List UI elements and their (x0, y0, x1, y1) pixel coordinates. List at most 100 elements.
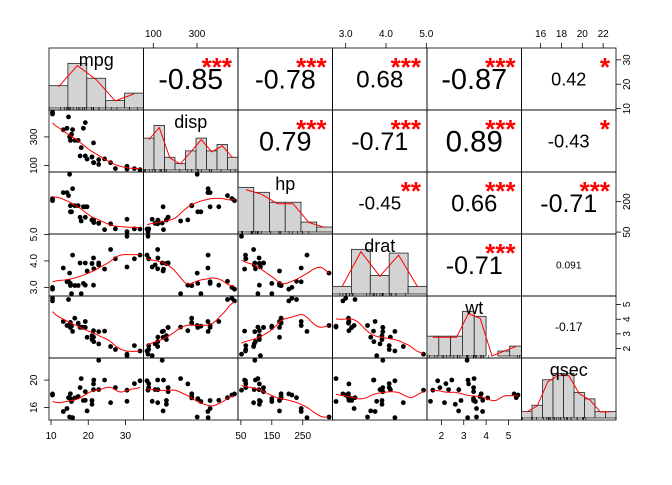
scatter-point (346, 328, 352, 334)
scatter-point (261, 260, 266, 266)
scatter-point (298, 319, 304, 324)
scatter-point (257, 282, 262, 288)
scatter-point (386, 381, 392, 387)
scatter-point (392, 329, 398, 334)
scatter-point (82, 389, 88, 395)
scatter-point (371, 339, 377, 345)
correlation-value: -0.43 (548, 130, 590, 151)
scatter-point (84, 156, 90, 162)
cell-qsec-qsec: qsec (521, 357, 617, 421)
scatter-point (113, 347, 118, 352)
scatter-point (242, 266, 248, 272)
scatter-point (160, 268, 166, 274)
scatter-point (64, 406, 70, 411)
cell-mpg-disp: -0.85*** (143, 47, 239, 111)
axis-tick-label: 3.0 (29, 280, 40, 294)
scatter-point (145, 233, 151, 239)
smooth-line (335, 390, 424, 400)
correlation-value: -0.71 (446, 252, 503, 280)
scatter-point (239, 233, 244, 239)
scatter-point (113, 256, 118, 262)
scatter-point (189, 315, 195, 321)
scatter-point (124, 398, 130, 404)
scatter-point (252, 357, 258, 363)
cell-qsec-wt (426, 357, 522, 421)
scatter-point (124, 264, 130, 270)
variable-label: qsec (550, 360, 588, 380)
scatter-point (96, 329, 102, 335)
correlation-value: -0.87 (441, 64, 507, 96)
hist-bar (584, 398, 596, 419)
scatter-point (471, 396, 476, 401)
scatter-point (161, 227, 166, 233)
scatter-point (458, 398, 464, 403)
scatter-point (269, 396, 275, 401)
scatter-point (68, 396, 73, 401)
scatter-point (68, 391, 73, 397)
smooth-line (146, 258, 235, 287)
hist-bar (143, 137, 155, 171)
scatter-point (298, 323, 304, 328)
scatter-point (251, 344, 256, 349)
scatter-point (144, 378, 150, 384)
scatter-point (159, 329, 165, 335)
hist-bar (105, 100, 125, 109)
scatter-point (205, 265, 211, 271)
scatter-point (146, 226, 152, 232)
scatter-point (82, 214, 88, 220)
scatter-point (185, 381, 191, 387)
cell-hp-qsec: -0.71*** (521, 171, 617, 235)
scatter-point (258, 398, 263, 404)
cell-hp-wt: 0.66*** (426, 171, 522, 235)
scatter-point (75, 283, 81, 288)
scatter-point (304, 252, 310, 258)
hist-bar (185, 150, 197, 171)
scatter-point (380, 385, 386, 390)
scatter-point (165, 214, 171, 220)
scatter-point (96, 341, 102, 347)
axis-tick-label: 250 (294, 431, 311, 442)
scatter-point (242, 328, 248, 334)
cell-qsec-hp (237, 357, 333, 421)
scatter-point (189, 320, 195, 325)
cell-drat-drat: drat (332, 233, 428, 297)
scatter-point (257, 328, 262, 334)
scatter-point (205, 329, 211, 334)
scatter-point (194, 171, 200, 177)
hist-bar (563, 372, 575, 419)
scatter-point (277, 334, 282, 340)
scatter-point (446, 387, 451, 392)
scatter-point (379, 398, 385, 403)
scatter-point (380, 325, 386, 330)
scatter-point (349, 325, 355, 330)
cell-drat-qsec: 0.091 (521, 233, 617, 297)
cell-mpg-hp: -0.78*** (237, 47, 333, 111)
scatter-point (225, 193, 230, 199)
cell-mpg-wt: -0.87*** (426, 47, 522, 111)
cell-disp-hp: 0.79*** (237, 109, 333, 173)
significance-stars: *** (296, 114, 327, 144)
scatter-point (155, 334, 161, 340)
scatter-point (388, 387, 393, 393)
scatter-point (75, 320, 81, 326)
hist-bar (509, 345, 522, 357)
scatter-point (261, 385, 266, 390)
significance-stars: *** (485, 114, 516, 144)
scatter-point (243, 252, 248, 258)
cell-disp-wt: 0.89*** (426, 109, 522, 173)
scatter-point (289, 285, 295, 290)
scatter-point (225, 297, 230, 302)
axis-tick-label: 16 (535, 29, 547, 40)
hist-bar (450, 335, 463, 357)
correlation-value: 0.42 (551, 69, 586, 89)
scatter-point (89, 261, 95, 266)
scatter-point (102, 266, 107, 272)
scatter-point (82, 120, 88, 125)
scatter-point (428, 398, 433, 404)
cell-mpg-drat: 0.68*** (332, 47, 428, 111)
scatter-point (239, 351, 244, 357)
axis-tick-label: 18 (556, 29, 568, 40)
cell-border (48, 171, 144, 235)
